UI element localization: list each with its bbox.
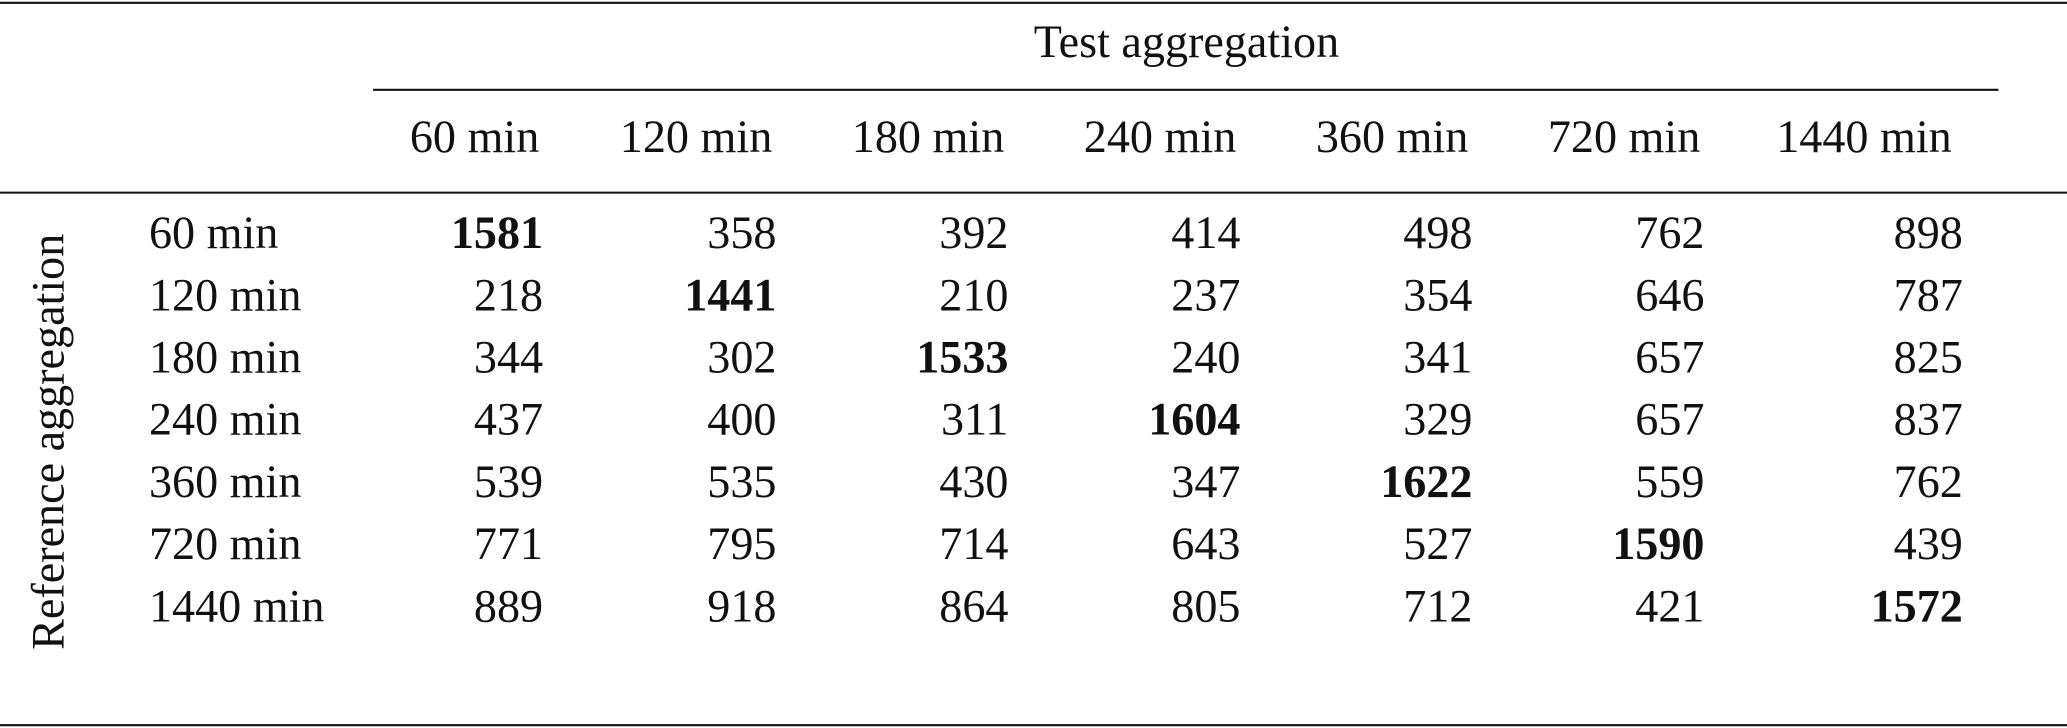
cell-value: 302 (707, 331, 776, 382)
cell-value: 712 (1403, 580, 1472, 631)
cell-value: 787 (1894, 269, 1963, 320)
cell-value: 657 (1635, 331, 1704, 382)
cell-value: 237 (1171, 269, 1240, 320)
column-header: 60 min (410, 111, 539, 162)
cell-value: 1581 (451, 207, 543, 258)
cell-value: 400 (707, 394, 776, 445)
cell-value: 1441 (684, 269, 776, 320)
row-label: 120 min (149, 269, 301, 320)
cell-value: 825 (1894, 331, 1963, 382)
cell-value: 439 (1894, 518, 1963, 569)
cell-value: 1590 (1612, 518, 1704, 569)
row-group-title: Reference aggregation (22, 234, 73, 650)
cell-value: 329 (1403, 394, 1472, 445)
cell-value: 837 (1894, 394, 1963, 445)
row-label: 180 min (149, 331, 301, 382)
cell-value: 414 (1171, 207, 1240, 258)
cell-value: 344 (474, 331, 543, 382)
cell-value: 795 (707, 518, 776, 569)
row-label: 60 min (149, 207, 278, 258)
column-header: 720 min (1548, 111, 1700, 162)
column-header: 1440 min (1776, 111, 1952, 162)
cell-value: 714 (939, 518, 1008, 569)
row-label: 240 min (149, 394, 301, 445)
cell-value: 1622 (1380, 456, 1472, 507)
cell-value: 646 (1635, 269, 1704, 320)
cell-value: 430 (939, 456, 1008, 507)
cell-value: 559 (1635, 456, 1704, 507)
cell-value: 805 (1171, 580, 1240, 631)
cell-value: 341 (1403, 331, 1472, 382)
cell-value: 358 (707, 207, 776, 258)
cell-value: 210 (939, 269, 1008, 320)
cell-value: 898 (1894, 207, 1963, 258)
row-label: 1440 min (149, 580, 325, 631)
cell-value: 1572 (1871, 580, 1963, 631)
cell-value: 347 (1171, 456, 1240, 507)
row-label: 360 min (149, 456, 301, 507)
column-header: 240 min (1084, 111, 1236, 162)
cell-value: 762 (1894, 456, 1963, 507)
column-header: 120 min (620, 111, 772, 162)
cell-value: 889 (474, 580, 543, 631)
cell-value: 218 (474, 269, 543, 320)
cell-value: 643 (1171, 518, 1240, 569)
cell-value: 392 (939, 207, 1008, 258)
cell-value: 311 (941, 394, 1008, 445)
column-group-title: Test aggregation (1034, 16, 1339, 67)
cell-value: 354 (1403, 269, 1472, 320)
cell-value: 762 (1635, 207, 1704, 258)
cell-value: 240 (1171, 331, 1240, 382)
column-header: 180 min (852, 111, 1004, 162)
cell-value: 527 (1403, 518, 1472, 569)
cell-value: 421 (1635, 580, 1704, 631)
cell-value: 1533 (916, 331, 1008, 382)
cell-value: 864 (939, 580, 1008, 631)
cell-value: 535 (707, 456, 776, 507)
cell-value: 437 (474, 394, 543, 445)
cell-value: 771 (474, 518, 543, 569)
cell-value: 918 (707, 580, 776, 631)
cell-value: 657 (1635, 394, 1704, 445)
cell-value: 498 (1403, 207, 1472, 258)
column-header: 360 min (1316, 111, 1468, 162)
row-label: 720 min (149, 518, 301, 569)
cell-value: 539 (474, 456, 543, 507)
cell-value: 1604 (1148, 394, 1240, 445)
